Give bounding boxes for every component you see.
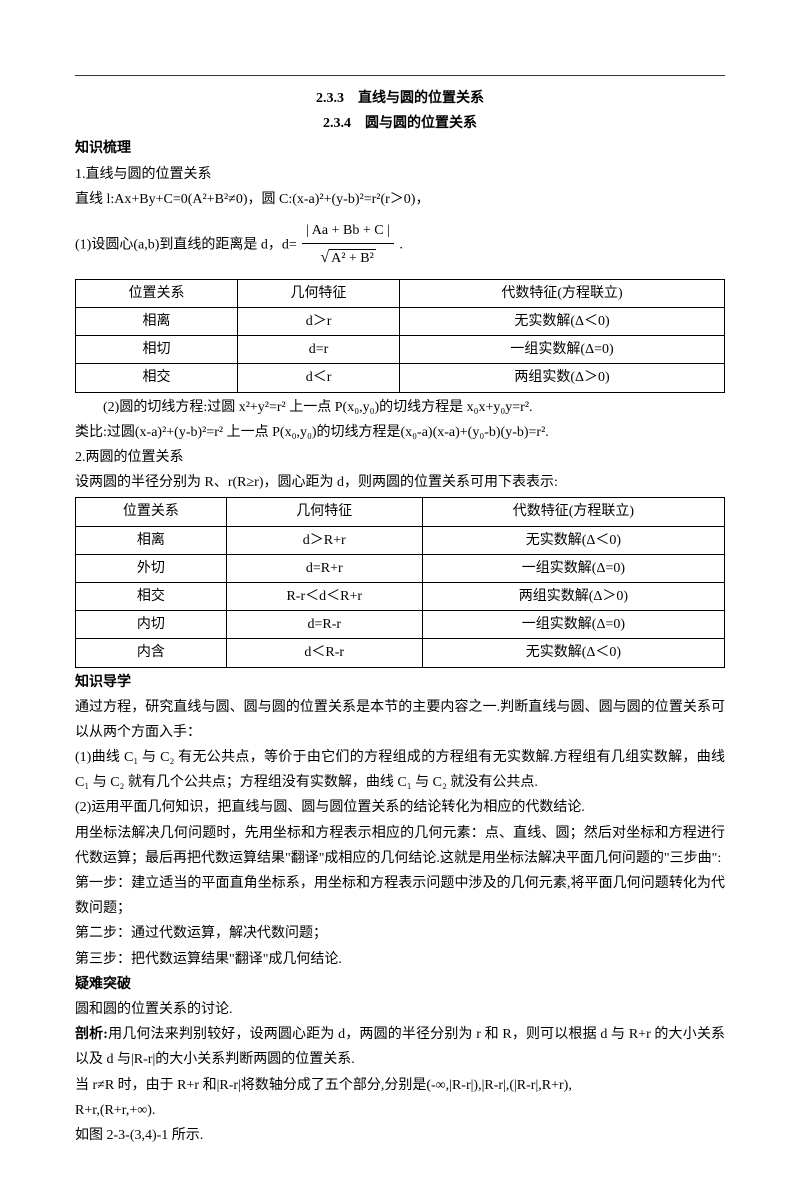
- line-2-suffix: .: [399, 238, 403, 253]
- s2-p1: 通过方程，研究直线与圆、圆与圆的位置关系是本节的主要内容之一.判断直线与圆、圆与…: [75, 695, 725, 745]
- table-row: 相交R-r＜d＜R+r两组实数解(Δ＞0): [76, 582, 725, 610]
- table-header-row: 位置关系 几何特征 代数特征(方程联立): [76, 279, 725, 307]
- distance-formula: | Aa + Bb + C | √A² + B²: [300, 218, 396, 273]
- title-1: 2.3.3 直线与圆的位置关系: [75, 86, 725, 111]
- th-1: 位置关系: [76, 279, 238, 307]
- section-heading-2: 知识导学: [75, 670, 725, 695]
- sqrt-content: A² + B²: [329, 249, 376, 267]
- line-1: 直线 l:Ax+By+C=0(A²+B²≠0)，圆 C:(x-a)²+(y-b)…: [75, 187, 725, 212]
- after-t1-p4: 设两圆的半径分别为 R、r(R≥r)，圆心距为 d，则两圆的位置关系可用下表表示…: [75, 470, 725, 495]
- section-heading-3: 疑难突破: [75, 972, 725, 997]
- s2-p5: 第一步：建立适当的平面直角坐标系，用坐标和方程表示问题中涉及的几何元素,将平面几…: [75, 871, 725, 921]
- table-line-circle: 位置关系 几何特征 代数特征(方程联立) 相离 d＞r 无实数解(Δ＜0) 相切…: [75, 279, 725, 393]
- s2-p7: 第三步：把代数运算结果"翻译"成几何结论.: [75, 947, 725, 972]
- s3-p1: 圆和圆的位置关系的讨论.: [75, 997, 725, 1022]
- s3-p5: 如图 2-3-(3,4)-1 所示.: [75, 1123, 725, 1148]
- formula-numerator: | Aa + Bb + C |: [302, 218, 394, 244]
- th-3: 代数特征(方程联立): [400, 279, 725, 307]
- page-content: 2.3.3 直线与圆的位置关系 2.3.4 圆与圆的位置关系 知识梳理 1.直线…: [75, 75, 725, 1148]
- s2-p4: 用坐标法解决几何问题时，先用坐标和方程表示相应的几何元素：点、直线、圆；然后对坐…: [75, 821, 725, 871]
- item-1-title: 1.直线与圆的位置关系: [75, 162, 725, 187]
- s3-p4: R+r,(R+r,+∞).: [75, 1098, 725, 1123]
- s3-p3: 当 r≠R 时，由于 R+r 和|R-r|将数轴分成了五个部分,分别是(-∞,|…: [75, 1073, 725, 1098]
- line-2-prefix: (1)设圆心(a,b)到直线的距离是 d，d=: [75, 238, 297, 253]
- s3-p2-line: 剖析:用几何法来判别较好，设两圆心距为 d，两圆的半径分别为 r 和 R，则可以…: [75, 1022, 725, 1072]
- formula-denominator: √A² + B²: [302, 244, 394, 273]
- table-row: 内切d=R-r一组实数解(Δ=0): [76, 611, 725, 639]
- table-row: 相交 d＜r 两组实数(Δ＞0): [76, 364, 725, 392]
- s2-p2: (1)曲线 C₁ 与 C₂ 有无公共点，等价于由它们的方程组成的方程组有无实数解…: [75, 745, 725, 795]
- after-t1-p2: 类比:过圆(x-a)²+(y-b)²=r² 上一点 P(x₀,y₀)的切线方程是…: [75, 420, 725, 445]
- table-row: 相切 d=r 一组实数解(Δ=0): [76, 336, 725, 364]
- after-t1-p1: (2)圆的切线方程:过圆 x²+y²=r² 上一点 P(x₀,y₀)的切线方程是…: [75, 395, 725, 420]
- s3-p2: 用几何法来判别较好，设两圆心距为 d，两圆的半径分别为 r 和 R，则可以根据 …: [75, 1027, 725, 1067]
- table-header-row: 位置关系 几何特征 代数特征(方程联立): [76, 498, 725, 526]
- table-circle-circle: 位置关系 几何特征 代数特征(方程联立) 相离d＞R+r无实数解(Δ＜0) 外切…: [75, 497, 725, 667]
- sqrt-symbol: √: [320, 249, 329, 266]
- th-2: 几何特征: [238, 279, 400, 307]
- table-row: 内含d＜R-r无实数解(Δ＜0): [76, 639, 725, 667]
- table-row: 相离d＞R+r无实数解(Δ＜0): [76, 526, 725, 554]
- title-2: 2.3.4 圆与圆的位置关系: [75, 111, 725, 136]
- analysis-prefix: 剖析:: [75, 1027, 108, 1042]
- s2-p3: (2)运用平面几何知识，把直线与圆、圆与圆位置关系的结论转化为相应的代数结论.: [75, 795, 725, 820]
- table-row: 外切d=R+r一组实数解(Δ=0): [76, 554, 725, 582]
- section-heading-1: 知识梳理: [75, 136, 725, 161]
- table-row: 相离 d＞r 无实数解(Δ＜0): [76, 308, 725, 336]
- line-2-container: (1)设圆心(a,b)到直线的距离是 d，d= | Aa + Bb + C | …: [75, 218, 725, 273]
- s2-p6: 第二步：通过代数运算，解决代数问题；: [75, 921, 725, 946]
- after-t1-p3: 2.两圆的位置关系: [75, 445, 725, 470]
